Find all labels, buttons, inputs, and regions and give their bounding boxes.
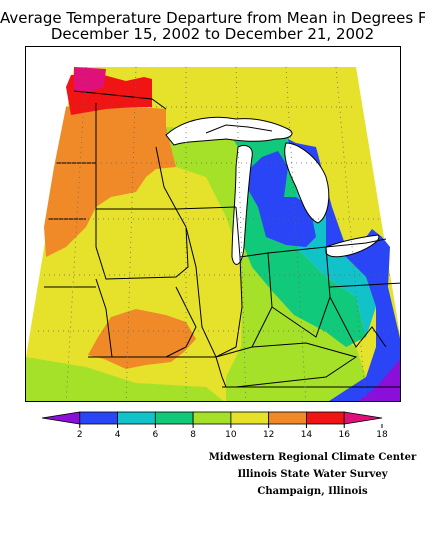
legend-tick-labels: 2 4 6 8 10 12 14 16 18 (77, 424, 388, 440)
credit-survey: Illinois State Water Survey (237, 469, 388, 480)
boundary-in (239, 252, 273, 348)
boundary-pa-south (329, 282, 400, 288)
color-legend: 2 4 6 8 10 12 14 16 18 (41, 411, 388, 440)
legend-swatch (79, 411, 118, 425)
legend-tick-label: 8 (190, 430, 196, 440)
region-magenta-northwest (74, 67, 106, 93)
legend-tick-label: 12 (263, 430, 274, 440)
legend-tick-label: 6 (152, 430, 158, 440)
legend-tick-label: 18 (376, 430, 388, 440)
map-canvas (26, 66, 400, 401)
legend-swatches (41, 411, 383, 425)
legend-swatch (230, 411, 270, 425)
boundary-wv-va (329, 296, 387, 348)
boundary-il (185, 206, 243, 358)
lat-lon-grid (38, 66, 400, 401)
lake-michigan (231, 144, 253, 265)
region-blue-lower-michigan (241, 139, 400, 401)
legend-swatch (306, 411, 345, 425)
legend-swatch (192, 411, 232, 425)
legend-swatch (154, 411, 194, 425)
temperature-departure-map (25, 46, 401, 402)
legend-swatch (117, 411, 156, 425)
credit-organization: Midwestern Regional Climate Center (208, 452, 417, 463)
map-title: Average Temperature Departure from Mean … (0, 9, 425, 27)
legend-tick-label: 4 (115, 430, 121, 440)
boundary-pa-ny (325, 238, 387, 248)
boundary-iowa (95, 208, 189, 280)
boundary-ky (215, 342, 358, 388)
region-violet-southeast (358, 359, 400, 401)
region-lime-southwest (26, 357, 224, 401)
lake-erie (325, 234, 380, 258)
legend-tick-label: 14 (301, 430, 313, 440)
map-subtitle-dates: December 15, 2002 to December 21, 2002 (50, 25, 375, 43)
boundary-mn-wi (155, 146, 177, 210)
region-lime-central (166, 127, 366, 401)
lake-huron (284, 142, 330, 224)
region-orange-south-blob (88, 309, 196, 369)
legend-tick-label: 16 (338, 430, 350, 440)
legend-swatch (343, 411, 383, 425)
legend-swatch (268, 411, 307, 425)
legend-tick-label: 2 (77, 430, 83, 440)
region-orange-northwest (44, 102, 176, 257)
legend-swatch (41, 411, 81, 425)
temperature-contour-fills (26, 67, 400, 401)
boundary-wi-il (175, 206, 237, 210)
legend-tick-label: 10 (225, 430, 237, 440)
boundary-canada (73, 90, 167, 110)
lake-superior (165, 116, 293, 146)
boundary-mo-ar (88, 356, 227, 388)
boundary-michigan-up (205, 124, 273, 134)
credit-location: Champaign, Illinois (257, 486, 368, 497)
